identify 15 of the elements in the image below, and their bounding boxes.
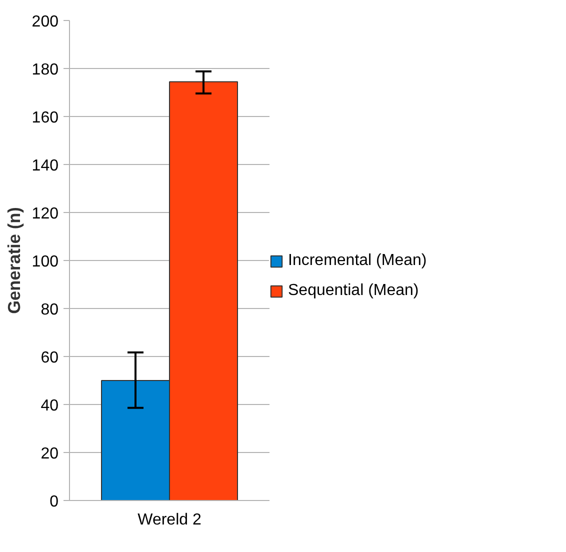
y-tick-label: 60 — [40, 350, 59, 366]
y-tick-label: 140 — [32, 158, 59, 174]
x-tick-label: Wereld 2 — [138, 512, 202, 528]
y-tick-label: 120 — [32, 206, 59, 222]
y-tick-label: 180 — [32, 62, 59, 78]
y-axis-title: Generatie (n) — [4, 207, 24, 314]
y-tick-label: 100 — [32, 254, 59, 270]
y-tick-label: 160 — [32, 110, 59, 126]
y-tick-label: 80 — [40, 302, 59, 318]
legend-label: Incremental (Mean) — [288, 252, 427, 270]
y-tick-label: 40 — [40, 398, 59, 414]
y-tick-label: 200 — [32, 14, 59, 30]
y-tick-label: 20 — [40, 446, 59, 462]
y-tick-label: 0 — [50, 494, 59, 510]
legend-label: Sequential (Mean) — [288, 282, 419, 300]
